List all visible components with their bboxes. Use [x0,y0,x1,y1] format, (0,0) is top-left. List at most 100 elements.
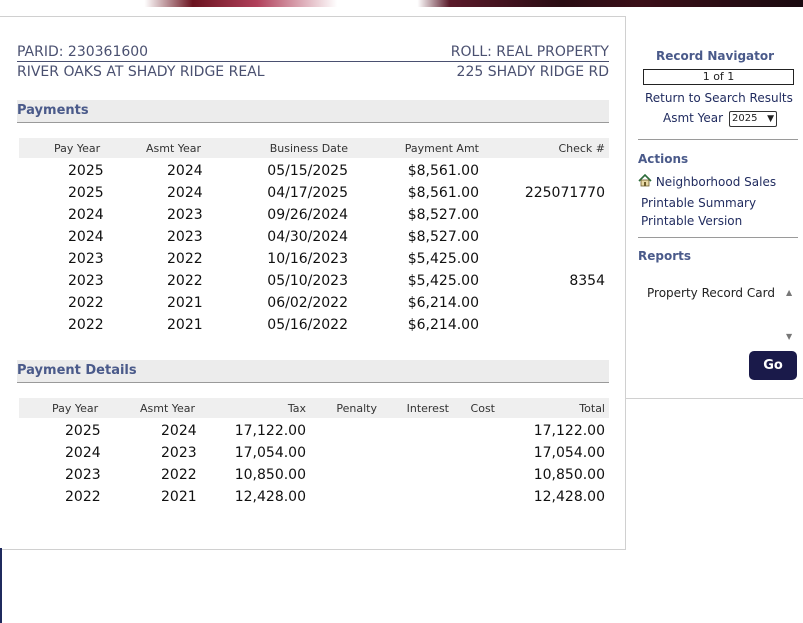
cell-asmt-year: 2024 [161,423,197,439]
cell-payment-amt: $8,527.00 [407,229,479,245]
payments-table-row: 2024 2023 09/26/2024 $8,527.00 [19,204,609,226]
cell-tax: 10,850.00 [234,467,306,483]
reports-title: Reports [638,249,692,263]
address-text: 225 SHADY RIDGE RD [456,64,609,80]
cell-asmt-year: 2024 [167,163,203,179]
cell-payment-amt: $8,561.00 [407,163,479,179]
cell-business-date: 09/26/2024 [267,207,348,223]
cell-business-date: 10/16/2023 [267,251,348,267]
header-banner-image [0,0,803,7]
payment-details-table-row: 2025 2024 17,122.00 17,122.00 [19,420,609,442]
payments-table-header: Pay Year Asmt Year Business Date Payment… [19,138,609,158]
cell-pay-year: 2023 [65,467,101,483]
cell-payment-amt: $5,425.00 [407,251,479,267]
col-pay-year: Pay Year [52,402,99,415]
col-asmt-year: Asmt Year [140,402,196,415]
roll-text: ROLL: REAL PROPERTY [450,44,609,60]
cell-payment-amt: $8,527.00 [407,207,479,223]
col-business-date: Business Date [269,142,348,155]
payment-details-table-row: 2023 2022 10,850.00 10,850.00 [19,464,609,486]
cell-asmt-year: 2022 [167,273,203,289]
payment-details-table-header: Pay Year Asmt Year Tax Penalty Interest … [19,398,609,418]
cell-asmt-year: 2021 [167,317,203,333]
cell-total: 17,054.00 [533,445,605,461]
payment-details-table-row: 2024 2023 17,054.00 17,054.00 [19,442,609,464]
cell-business-date: 04/17/2025 [267,185,348,201]
col-interest: Interest [406,402,449,415]
cell-pay-year: 2025 [65,423,101,439]
payments-table-row: 2022 2021 05/16/2022 $6,214.00 [19,314,609,336]
cell-tax: 17,054.00 [234,445,306,461]
payment-details-section-header: Payment Details [17,360,609,383]
col-cost: Cost [470,402,495,415]
payments-table-row: 2024 2023 04/30/2024 $8,527.00 [19,226,609,248]
header-divider [17,61,609,62]
cell-payment-amt: $5,425.00 [407,273,479,289]
printable-summary-link[interactable]: Printable Summary [641,196,757,210]
cell-business-date: 05/10/2023 [267,273,348,289]
neighborhood-sales-label: Neighborhood Sales [655,175,777,189]
payments-table-row: 2025 2024 05/15/2025 $8,561.00 [19,160,609,182]
scroll-up-icon[interactable]: ▲ [786,288,793,297]
asmt-year-label: Asmt Year [663,111,724,125]
cell-asmt-year: 2021 [167,295,203,311]
payments-table-row: 2025 2024 04/17/2025 $8,561.00 225071770 [19,182,609,204]
neighborhood-sales-link[interactable]: Neighborhood Sales [638,173,777,189]
cell-check-number: 8354 [569,273,605,289]
col-asmt-year: Asmt Year [146,142,202,155]
cell-asmt-year: 2022 [161,467,197,483]
owner-text: RIVER OAKS AT SHADY RIDGE REAL [17,64,265,80]
cell-pay-year: 2024 [65,445,101,461]
cell-pay-year: 2022 [68,295,104,311]
cell-business-date: 04/30/2024 [267,229,348,245]
cell-total: 12,428.00 [533,489,605,505]
cell-business-date: 05/16/2022 [267,317,348,333]
col-total: Total [579,402,605,415]
cell-asmt-year: 2023 [167,229,203,245]
cell-payment-amt: $8,561.00 [407,185,479,201]
payments-table-row: 2022 2021 06/02/2022 $6,214.00 [19,292,609,314]
payments-table-row: 2023 2022 05/10/2023 $5,425.00 8354 [19,270,609,292]
return-to-search-link[interactable]: Return to Search Results [645,91,793,105]
scroll-down-icon[interactable]: ▼ [786,332,793,341]
cell-pay-year: 2025 [68,185,104,201]
house-icon [638,173,652,187]
cell-asmt-year: 2023 [167,207,203,223]
listbox-scrollbar[interactable]: ▲ ▼ [783,282,797,344]
page-border-line [0,548,2,623]
parid-text: PARID: 230361600 [17,44,149,60]
cell-total: 10,850.00 [533,467,605,483]
asmt-year-value: 2025 [732,113,758,124]
sidebar-divider [638,237,798,238]
cell-pay-year: 2022 [65,489,101,505]
col-penalty: Penalty [336,402,377,415]
sidebar: Record Navigator 1 of 1 Return to Search… [625,16,803,399]
payments-title: Payments [17,103,89,118]
cell-pay-year: 2024 [68,229,104,245]
cell-pay-year: 2023 [68,273,104,289]
col-payment-amt: Payment Amt [404,142,479,155]
payment-details-table-row: 2022 2021 12,428.00 12,428.00 [19,486,609,508]
report-option-property-record-card[interactable]: Property Record Card [647,286,775,300]
chevron-down-icon: ▼ [767,114,774,124]
reports-listbox[interactable]: Property Record Card ▲ ▼ [639,282,797,344]
cell-payment-amt: $6,214.00 [407,317,479,333]
payments-table-row: 2023 2022 10/16/2023 $5,425.00 [19,248,609,270]
record-navigator-title: Record Navigator [655,49,775,63]
cell-payment-amt: $6,214.00 [407,295,479,311]
parcel-main-panel: PARID: 230361600 ROLL: REAL PROPERTY RIV… [0,16,626,550]
cell-business-date: 06/02/2022 [267,295,348,311]
cell-tax: 12,428.00 [234,489,306,505]
col-tax: Tax [287,402,306,415]
sidebar-divider [638,139,798,140]
cell-pay-year: 2023 [68,251,104,267]
printable-version-link[interactable]: Printable Version [641,214,743,228]
cell-check-number: 225071770 [524,185,605,201]
go-button[interactable]: Go [749,351,797,380]
cell-pay-year: 2025 [68,163,104,179]
asmt-year-select[interactable]: 2025 ▼ [729,111,777,127]
payments-section-header: Payments [17,100,609,123]
record-position-box: 1 of 1 [643,69,794,85]
cell-asmt-year: 2021 [161,489,197,505]
col-check-number: Check # [558,142,605,155]
